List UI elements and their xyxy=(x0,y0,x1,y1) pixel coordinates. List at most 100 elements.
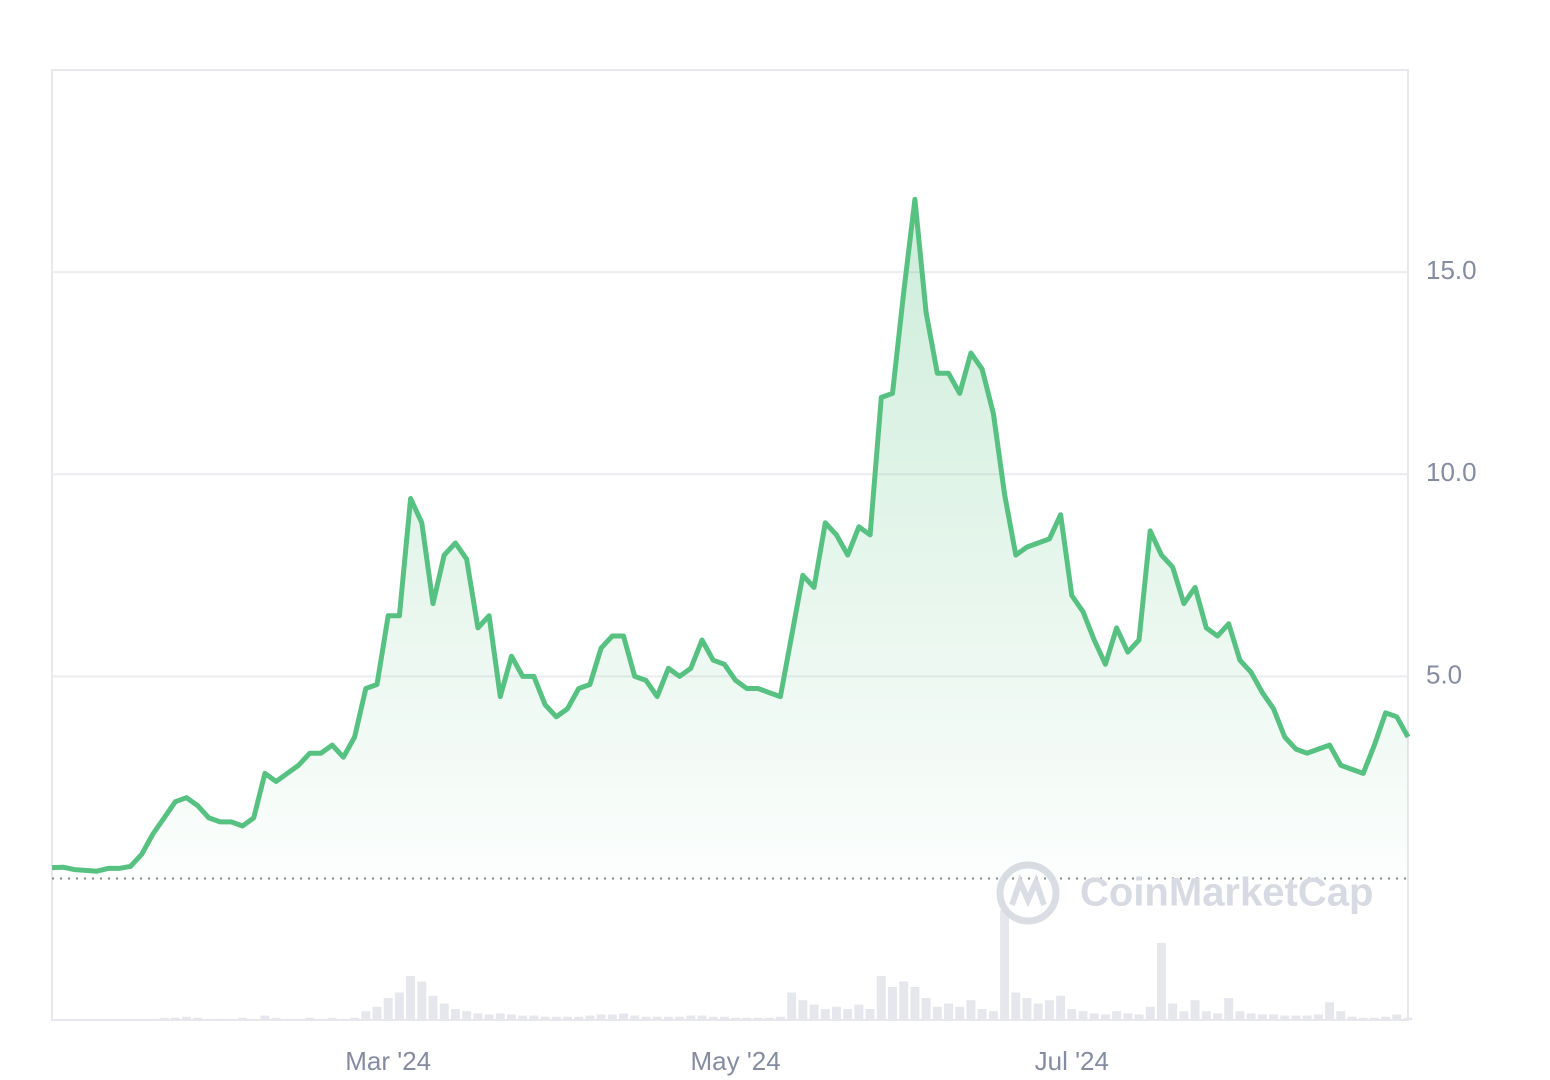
volume-bar xyxy=(1224,998,1234,1020)
volume-bar xyxy=(450,1009,460,1020)
volume-bar xyxy=(1000,910,1010,1020)
volume-bar xyxy=(831,1006,841,1020)
volume-bar xyxy=(383,998,393,1020)
volume-bar xyxy=(361,1011,371,1020)
volume-bar xyxy=(1089,1013,1099,1020)
volume-bar xyxy=(563,1016,572,1020)
volume-bar xyxy=(1156,943,1166,1020)
volume-bar xyxy=(1112,1011,1122,1020)
volume-bar xyxy=(641,1016,651,1020)
volume-bar xyxy=(518,1015,528,1020)
volume-bar xyxy=(843,1009,853,1020)
volume-bar xyxy=(1313,1014,1323,1020)
volume-bar xyxy=(663,1016,673,1020)
volume-bar xyxy=(1078,1011,1088,1020)
volume-bar xyxy=(1325,1002,1335,1020)
volume-bar xyxy=(495,1013,505,1020)
volume-bar xyxy=(1011,992,1021,1020)
volume-bar xyxy=(1145,1006,1155,1020)
volume-bar xyxy=(675,1016,685,1020)
volume-bar xyxy=(1347,1016,1357,1020)
volume-bar xyxy=(652,1016,662,1020)
volume-bar xyxy=(305,1017,315,1020)
x-tick-label: May '24 xyxy=(690,1046,780,1076)
volume-bar xyxy=(977,1009,987,1020)
volume-bar xyxy=(1100,1014,1110,1020)
volume-bar xyxy=(742,1017,752,1020)
volume-bar xyxy=(1235,1011,1245,1020)
volume-bar xyxy=(1291,1015,1301,1020)
volume-bar xyxy=(170,1017,180,1020)
volume-bar xyxy=(921,998,931,1020)
volume-bar xyxy=(574,1016,584,1020)
volume-bar xyxy=(944,1003,954,1020)
volume-bar xyxy=(619,1013,629,1020)
volume-bar xyxy=(238,1017,247,1020)
price-line xyxy=(51,196,1411,874)
volume-bar xyxy=(787,992,797,1020)
volume-bar xyxy=(1123,1013,1133,1020)
volume-bar xyxy=(484,1014,494,1020)
volume-bar xyxy=(798,1000,808,1020)
volume-bar xyxy=(1246,1013,1256,1020)
volume-bar xyxy=(406,976,416,1020)
volume-bar xyxy=(1336,1011,1346,1020)
x-tick-label: Jul '24 xyxy=(1035,1046,1109,1076)
volume-bar xyxy=(1403,1017,1413,1020)
volume-bar xyxy=(327,1017,337,1020)
volume-bar xyxy=(630,1015,640,1020)
volume-bar xyxy=(282,1018,292,1020)
volume-bar xyxy=(966,1000,976,1020)
volume-bar xyxy=(596,1014,606,1020)
volume-bar xyxy=(1190,1000,1200,1020)
volume-bar xyxy=(439,1003,449,1020)
volume-bar xyxy=(719,1016,729,1020)
volume-bar xyxy=(428,995,438,1020)
volume-bar xyxy=(1134,1014,1144,1020)
volume-bar xyxy=(1381,1016,1391,1020)
volume-bar xyxy=(686,1015,696,1020)
volume-bar xyxy=(1056,995,1066,1020)
volume-bar xyxy=(417,981,427,1020)
volume-bar xyxy=(1302,1015,1312,1020)
volume-bar xyxy=(708,1016,718,1020)
volume-bar xyxy=(1179,1011,1189,1020)
volume-bar xyxy=(294,1018,304,1020)
volume-bar xyxy=(697,1015,707,1020)
volume-bar xyxy=(372,1006,382,1020)
volume-bar xyxy=(1067,1009,1077,1020)
volume-bar xyxy=(775,1016,785,1020)
volume-bar xyxy=(955,1006,965,1020)
volume-bar xyxy=(204,1018,214,1020)
area-fill xyxy=(52,199,1408,879)
volume-bar xyxy=(1269,1014,1279,1020)
volume-bar xyxy=(1257,1014,1267,1020)
volume-bar xyxy=(473,1013,483,1020)
volume-bar xyxy=(988,1011,998,1020)
volume-bar xyxy=(1022,998,1032,1020)
volume-bar xyxy=(540,1016,550,1020)
volume-bar xyxy=(1358,1017,1368,1020)
volume-bar xyxy=(1201,1011,1211,1020)
volume-bar xyxy=(809,1004,819,1020)
volume-bar xyxy=(1033,1003,1043,1020)
y-tick-label: 10.0 xyxy=(1426,457,1477,487)
volume-bar xyxy=(1213,1013,1222,1020)
volume-bar xyxy=(260,1015,270,1020)
volume-bar xyxy=(193,1017,203,1020)
x-tick-label: Mar '24 xyxy=(345,1046,431,1076)
volume-bar xyxy=(181,1016,191,1020)
volume-bar xyxy=(551,1016,561,1020)
volume-bar xyxy=(1369,1017,1379,1020)
volume-bar xyxy=(820,1009,830,1020)
volume-bar xyxy=(607,1014,617,1020)
volume-bar xyxy=(159,1017,169,1020)
volume-bar xyxy=(394,992,404,1020)
volume-bar xyxy=(506,1014,516,1020)
volume-bar xyxy=(910,987,920,1020)
volume-bar xyxy=(215,1018,225,1020)
volume-bar xyxy=(350,1017,360,1020)
plot-frame xyxy=(51,69,1409,1021)
volume-bar xyxy=(585,1015,595,1020)
